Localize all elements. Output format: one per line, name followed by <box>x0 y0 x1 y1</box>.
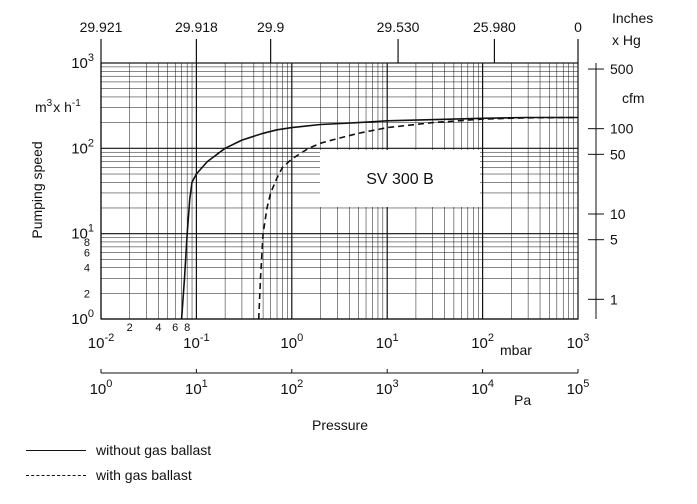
y-tick-label: 100 <box>71 308 94 328</box>
y-minor-tick-label: 8 <box>84 237 90 249</box>
mbar-tick-label: 100 <box>280 332 303 352</box>
y-axis-title: Pumping speed <box>29 141 45 238</box>
inches-hg-tick-label: 29.530 <box>377 19 420 35</box>
mbar-tick-label: 10-2 <box>88 332 114 352</box>
pa-tick-label: 105 <box>567 378 590 398</box>
plot-frame <box>100 62 579 320</box>
pa-tick-label: 102 <box>280 378 303 398</box>
legend-label: with gas ballast <box>96 467 192 483</box>
y-tick-label: 102 <box>71 137 94 157</box>
legend-swatch-dashed <box>26 474 86 476</box>
y-tick-label: 103 <box>71 52 94 72</box>
cfm-tick-label: 50 <box>610 146 626 162</box>
pa-unit: Pa <box>514 392 531 408</box>
x-axis-title: Pressure <box>312 417 368 433</box>
inches-hg-tick-label: 29.921 <box>80 19 123 35</box>
mbar-minor-tick-label: 2 <box>127 322 133 334</box>
cfm-tick-label: 500 <box>610 61 634 77</box>
mbar-tick-label: 10-1 <box>183 332 209 352</box>
inches-hg-tick-label: 0 <box>574 19 582 35</box>
mbar-tick-label: 101 <box>376 332 399 352</box>
cfm-unit: cfm <box>622 90 645 106</box>
series-layer <box>180 116 579 320</box>
pa-tick-label: 101 <box>185 378 208 398</box>
inches-hg-tick-label: 25.980 <box>473 19 516 35</box>
legend-label: without gas ballast <box>96 442 212 458</box>
grid <box>100 63 578 320</box>
inches-hg-tick-label: 29.9 <box>257 19 284 35</box>
cfm-tick-label: 10 <box>610 206 626 222</box>
mbar-tick-label: 102 <box>471 332 494 352</box>
pa-tick-label: 103 <box>376 378 399 398</box>
y-minor-tick-label: 4 <box>84 263 90 275</box>
y-axis-unit: m3x h-1 <box>35 98 81 115</box>
mbar-tick-label: 103 <box>567 332 590 352</box>
pa-tick-label: 100 <box>90 378 113 398</box>
cfm-tick-label: 5 <box>610 232 618 248</box>
legend-item-with-gas-ballast: with gas ballast <box>26 467 192 483</box>
pa-tick-label: 104 <box>471 378 494 398</box>
mbar-minor-tick-label: 6 <box>172 322 178 334</box>
y-minor-tick-label: 2 <box>84 288 90 300</box>
legend-swatch-solid <box>26 449 86 451</box>
series-line-without-gas-ballast <box>180 116 578 320</box>
y-tick-label: 101 <box>71 223 94 243</box>
cfm-tick-label: 1 <box>610 291 618 307</box>
y-minor-tick-label: 6 <box>84 248 90 260</box>
annotation-label: SV 300 B <box>366 171 434 188</box>
series-line-with-gas-ballast <box>257 116 579 320</box>
mbar-minor-tick-label: 4 <box>155 322 161 334</box>
mbar-minor-tick-label: 8 <box>184 322 190 334</box>
mbar-unit: mbar <box>500 342 532 358</box>
legend-item-without-gas-ballast: without gas ballast <box>26 442 211 458</box>
inches-hg-tick-label: 29.918 <box>175 19 218 35</box>
inches-hg-unit-line2: x Hg <box>612 32 641 48</box>
inches-hg-unit-line1: Inches <box>612 10 653 26</box>
annotation-box <box>320 150 480 207</box>
cfm-tick-label: 100 <box>610 121 634 137</box>
